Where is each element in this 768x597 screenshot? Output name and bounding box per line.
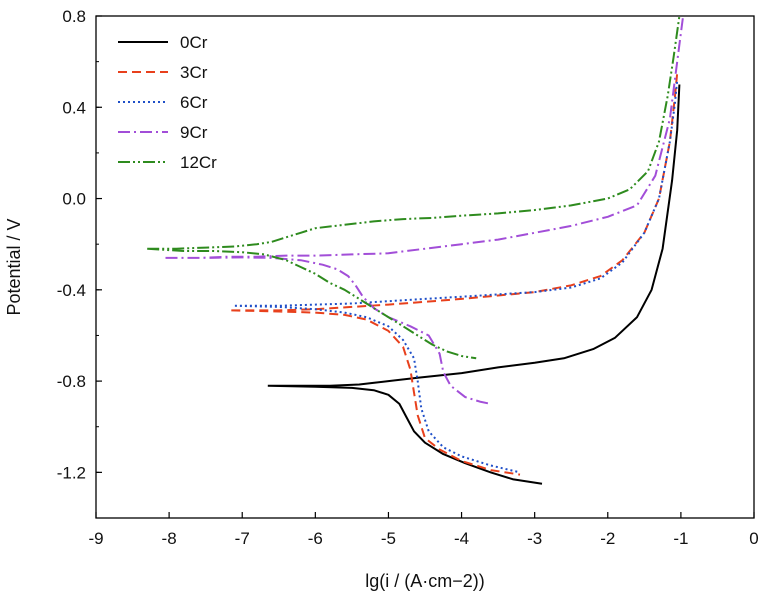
series-line-9Cr [165,15,685,405]
series-line-3Cr [231,72,679,476]
y-axis-title: Potential / V [4,218,24,315]
x-tick-label: -6 [308,529,323,548]
y-tick-label: -0.8 [57,372,86,391]
y-tick-label: -0.4 [57,281,86,300]
x-tick-label: -1 [673,529,688,548]
x-tick-label: -8 [162,529,177,548]
plot-frame [95,15,755,519]
y-tick-label: -1.2 [57,463,86,482]
x-axis-ticks: -9 -8 -7 -6 -5 -4 -3 -2 -1 0 [88,512,759,548]
legend-label-9Cr: 9Cr [180,123,208,142]
x-tick-label: -4 [454,529,469,548]
series-layer [147,15,685,485]
y-tick-label: 0.0 [62,190,86,209]
legend: 0Cr 3Cr 6Cr 9Cr 12Cr [118,33,217,172]
legend-label-3Cr: 3Cr [180,63,208,82]
x-tick-label: -2 [600,529,615,548]
x-tick-label: -9 [88,529,103,548]
series-line-6Cr [234,79,679,474]
x-axis-title: lg(i / (A·cm−2)) [365,571,485,591]
legend-label-12Cr: 12Cr [180,153,217,172]
x-tick-label: -5 [381,529,396,548]
legend-label-6Cr: 6Cr [180,93,208,112]
x-tick-label: 0 [749,529,758,548]
y-axis-ticks: -1.2 -0.8 -0.4 0.0 0.4 0.8 [57,7,102,482]
series-line-0Cr [267,84,681,485]
legend-label-0Cr: 0Cr [180,33,208,52]
series-line-12Cr [147,15,681,360]
x-tick-label: -7 [235,529,250,548]
x-tick-label: -3 [527,529,542,548]
y-tick-label: 0.8 [62,7,86,26]
y-tick-label: 0.4 [62,98,86,117]
